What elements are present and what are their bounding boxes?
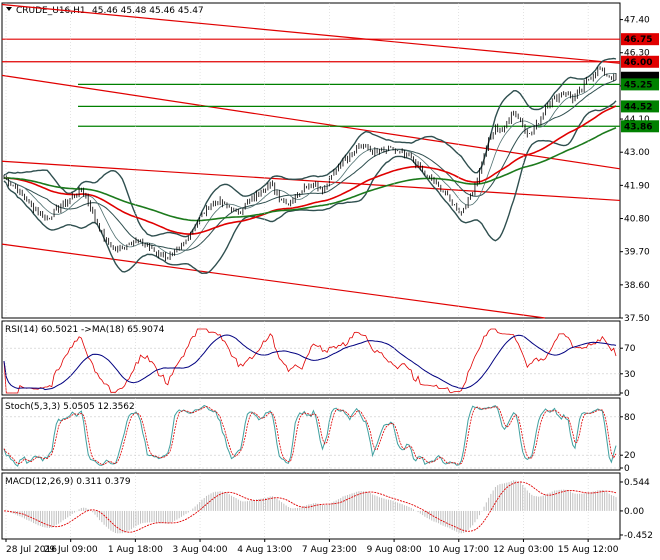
bollinger-upper bbox=[3, 57, 617, 238]
x-tick-label: 28 Jul 2016 bbox=[6, 545, 57, 555]
price-y-tick-label: 40.80 bbox=[624, 215, 650, 225]
rsi-y-tick-label: 30 bbox=[624, 370, 636, 380]
x-tick-label: 4 Aug 13:00 bbox=[237, 545, 292, 555]
x-tick-label: 10 Aug 17:00 bbox=[428, 545, 489, 555]
price-y-tick-label: 41.90 bbox=[624, 181, 650, 191]
price-y-tick-label: 39.70 bbox=[624, 248, 650, 258]
ma-green bbox=[4, 127, 617, 222]
trendline-mid bbox=[1, 74, 621, 170]
x-tick-label: 12 Aug 03:00 bbox=[493, 545, 554, 555]
level-tag-box bbox=[621, 55, 659, 68]
rsi-line bbox=[3, 328, 617, 394]
trendline-upper bbox=[1, 3, 621, 64]
stoch-panel: Stoch(5,3,3) 5.0505 12.3562 80 20 0 bbox=[1, 397, 636, 474]
macd-y-tick-label: -0.452 bbox=[624, 531, 653, 541]
x-tick-label: 9 Aug 08:00 bbox=[367, 545, 422, 555]
price-y-tick-label: 43.00 bbox=[624, 148, 650, 158]
level-tag-box bbox=[621, 120, 659, 133]
x-tick-label: 3 Aug 04:00 bbox=[173, 545, 228, 555]
x-tick-label: 15 Aug 12:00 bbox=[558, 545, 619, 555]
trendline-bottom bbox=[1, 243, 546, 319]
stoch-main-line bbox=[3, 404, 617, 467]
x-tick-label: 7 Aug 23:00 bbox=[302, 545, 357, 555]
price-y-tick-label: 46.30 bbox=[624, 49, 650, 59]
macd-y-tick-label: 0.544 bbox=[624, 478, 650, 488]
price-y-tick-label: 47.40 bbox=[624, 16, 650, 26]
macd-y-tick-label: 0.00 bbox=[624, 507, 644, 517]
level-tag-box bbox=[621, 78, 659, 91]
header-arrow-icon bbox=[6, 7, 12, 11]
ma-red bbox=[4, 105, 617, 235]
x-tick-label: 29 Jul 09:00 bbox=[44, 545, 98, 555]
rsi-y-tick-label: 0 bbox=[624, 389, 630, 399]
level-tag-label: 46.00 bbox=[624, 58, 652, 68]
price-header-ohlc: 45.46 45.48 45.46 45.47 bbox=[92, 6, 204, 16]
ma-fast bbox=[3, 72, 617, 256]
stoch-header: Stoch(5,3,3) 5.0505 12.3562 bbox=[5, 402, 135, 412]
price-y-tick-label: 44.10 bbox=[624, 115, 650, 125]
level-tag-label: 44.52 bbox=[624, 102, 652, 112]
price-panel: 47.4046.3045.2044.1043.0041.9040.8039.70… bbox=[1, 2, 659, 324]
stoch-signal-line bbox=[3, 406, 617, 466]
rsi-ma-line bbox=[3, 334, 617, 391]
rsi-y-tick-label: 70 bbox=[624, 344, 636, 354]
price-frame bbox=[1, 2, 621, 319]
macd-signal-line bbox=[3, 481, 617, 533]
stoch-y-tick-label: 80 bbox=[624, 413, 636, 423]
level-tag-label: 46.75 bbox=[624, 35, 652, 45]
level-tag-box bbox=[621, 33, 659, 46]
macd-header: MACD(12,26,9) 0.311 0.379 bbox=[5, 477, 131, 487]
x-tick-label: 1 Aug 18:00 bbox=[108, 545, 163, 555]
stoch-y-tick-label: 20 bbox=[624, 451, 636, 461]
price-y-tick-label: 37.50 bbox=[624, 314, 650, 324]
price-header-symbol: CRUDE_U16,H1 bbox=[16, 6, 86, 16]
rsi-header: RSI(14) 60.5021 ->MA(18) 65.9074 bbox=[5, 325, 165, 335]
rsi-panel: RSI(14) 60.5021 ->MA(18) 65.9074 70 30 0 bbox=[1, 320, 636, 399]
trendline-lower bbox=[1, 160, 621, 202]
level-tag-box bbox=[621, 100, 659, 113]
level-tag-label: 45.25 bbox=[624, 80, 652, 90]
bollinger-lower bbox=[3, 100, 617, 275]
macd-panel: MACD(12,26,9) 0.311 0.379 0.544 0.00 -0.452 bbox=[1, 472, 653, 541]
level-tag-label: 43.86 bbox=[624, 122, 652, 132]
stoch-y-tick-label: 0 bbox=[624, 464, 630, 474]
stoch-frame bbox=[1, 397, 621, 471]
price-y-tick-label: 38.60 bbox=[624, 281, 650, 291]
